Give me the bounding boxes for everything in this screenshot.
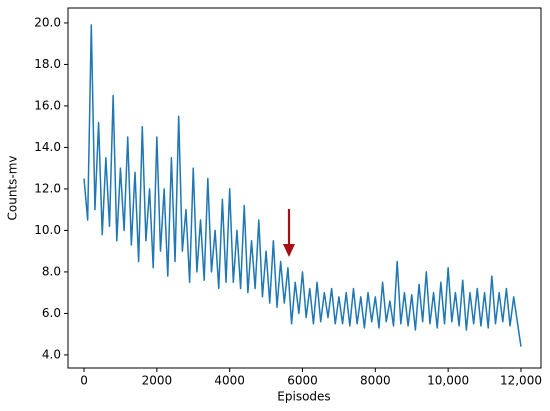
x-axis-label: Episodes: [277, 390, 330, 404]
x-tick-label: 10,000: [427, 374, 469, 388]
y-tick-label: 8.0: [42, 264, 61, 278]
y-axis-label: Counts-mv: [6, 155, 20, 220]
y-tick-label: 12.0: [34, 181, 61, 195]
plot: [83, 24, 522, 347]
y-tick-label: 10.0: [34, 223, 61, 237]
x-tick-label: 0: [80, 374, 88, 388]
y-tick-label: 14.0: [34, 140, 61, 154]
y-tick-label: 18.0: [34, 57, 61, 71]
x-tick-label: 4000: [214, 374, 245, 388]
annotation-arrow: [283, 209, 295, 257]
x-tick-label: 8000: [360, 374, 391, 388]
y-tick-label: 6.0: [42, 306, 61, 320]
x-tick-label: 6000: [287, 374, 318, 388]
x-tick-label: 2000: [142, 374, 173, 388]
arrow-head: [283, 244, 295, 257]
plot-frame: [67, 7, 542, 369]
y-tick-label: 4.0: [42, 347, 61, 361]
y-tick-label: 16.0: [34, 98, 61, 112]
y-tick-label: 20.0: [34, 15, 61, 29]
x-tick-label: 12,000: [500, 374, 542, 388]
data-line: [83, 24, 522, 347]
